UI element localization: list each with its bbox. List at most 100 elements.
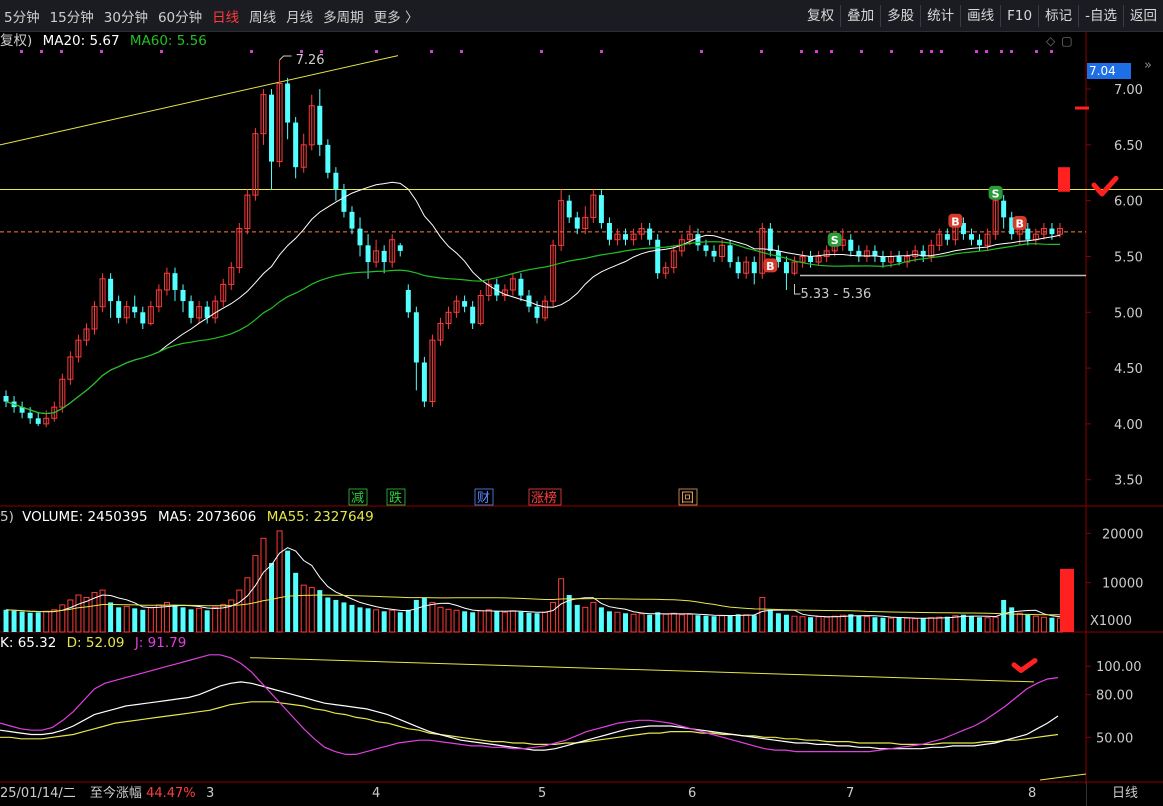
- vol-bar-85: [686, 613, 693, 633]
- event-marker-0: 减: [351, 491, 364, 506]
- x-label-0: 3: [206, 786, 215, 801]
- panel-corner-icons: ◇ ▢: [1046, 34, 1079, 48]
- top-marker-4: [160, 50, 163, 53]
- candle-body-28: [228, 267, 235, 285]
- toolbar-button-0[interactable]: 复权: [807, 8, 835, 24]
- top-marker-0: [20, 50, 23, 53]
- period-tab-5[interactable]: 周线: [249, 9, 277, 26]
- price-tick-0: 7.00: [1114, 83, 1143, 98]
- period-tab-1[interactable]: 15分钟: [49, 9, 94, 26]
- top-marker-19: [890, 50, 893, 53]
- vol-bar-107: [863, 616, 870, 633]
- signal-badge-3: [988, 185, 1003, 200]
- candle-body-35: [285, 83, 291, 123]
- vol-bar-42: [341, 602, 347, 632]
- candle-body-33: [269, 94, 275, 162]
- vol-bar-125: [1009, 607, 1015, 632]
- toolbar-button-4[interactable]: 画线: [960, 5, 1000, 27]
- candle-body-124: [1001, 200, 1007, 218]
- period-tab-4[interactable]: 日线: [212, 9, 240, 26]
- vol-tick-0: 20000: [1102, 527, 1143, 542]
- vol-bar-11: [91, 592, 98, 633]
- high-pointer: [279, 55, 292, 61]
- top-marker-5: [250, 50, 253, 53]
- period-tab-8[interactable]: 更多 〉: [373, 9, 419, 26]
- candle-body-30: [244, 194, 251, 230]
- period-footer-button[interactable]: 日线: [1086, 782, 1163, 806]
- vol-bar-52: [421, 597, 427, 632]
- ma60-line: [5, 241, 1060, 415]
- vol-bar-72: [582, 606, 589, 633]
- maximize-icon[interactable]: ▢: [1061, 34, 1073, 48]
- vol-bar-97: [783, 614, 789, 632]
- toolbar-button-2[interactable]: 多股: [880, 5, 920, 27]
- range-annotation: 5.33 - 5.36: [800, 287, 871, 302]
- vol-bar-82: [662, 613, 669, 633]
- vol-bar-83: [670, 612, 677, 633]
- kdj-trend-line-2: [1039, 773, 1087, 781]
- vol-bar-4: [35, 612, 41, 632]
- toolbar-button-1[interactable]: 叠加: [840, 5, 880, 27]
- vol-bar-15: [123, 605, 130, 633]
- vol-bar-86: [695, 615, 701, 632]
- top-marker-3: [100, 50, 103, 53]
- candle-body-46: [373, 250, 380, 263]
- price-tick-6: 4.00: [1114, 418, 1143, 433]
- candle-body-18: [147, 306, 154, 324]
- candle-body-55: [445, 311, 452, 324]
- vol-bar-1: [11, 610, 17, 632]
- candle-body-31: [252, 133, 259, 196]
- toolbar-button-7[interactable]: -自选: [1078, 5, 1123, 27]
- top-marker-8: [375, 50, 378, 53]
- toolbar-button-3[interactable]: 统计: [920, 5, 960, 27]
- candle-body-89: [719, 244, 726, 257]
- period-tab-3[interactable]: 60分钟: [157, 9, 203, 26]
- candle-body-54: [437, 322, 444, 341]
- vol-bar-87: [703, 615, 709, 632]
- vol-bar-75: [606, 611, 612, 632]
- vol-bar-129: [1040, 616, 1047, 633]
- trend-line: [0, 55, 399, 146]
- x-label-4: 7: [846, 786, 855, 801]
- candle-body-83: [670, 250, 677, 269]
- candle-body-67: [542, 300, 549, 319]
- candle-body-116: [936, 233, 943, 246]
- event-marker-box-4: [678, 488, 698, 506]
- candle-body-91: [735, 262, 741, 274]
- candle-body-23: [188, 301, 194, 318]
- vol-bar-108: [872, 617, 878, 632]
- vol-bar-30: [244, 577, 251, 633]
- collapse-icon[interactable]: »: [1144, 58, 1152, 73]
- candle-body-24: [196, 306, 203, 319]
- top-marker-15: [800, 50, 803, 53]
- period-tab-0[interactable]: 5分钟: [4, 9, 40, 26]
- candle-body-92: [743, 261, 750, 274]
- candle-body-42: [341, 189, 347, 212]
- vol-ma55-line: [5, 594, 1060, 616]
- candle-body-93: [751, 262, 757, 274]
- candle-body-21: [172, 273, 178, 290]
- toolbar-button-8[interactable]: 返回: [1123, 5, 1163, 27]
- vol-bar-22: [180, 607, 186, 632]
- candle-body-86: [695, 234, 701, 246]
- price-legend: 复权) MA20: 5.67 MA60: 5.56: [0, 32, 207, 50]
- vol-ma55-label: MA55: 2327649: [266, 509, 374, 525]
- vol-bar-38: [308, 587, 315, 633]
- vol-bar-23: [188, 609, 194, 632]
- period-tab-6[interactable]: 月线: [286, 9, 314, 26]
- price-mark-2: [1058, 167, 1070, 192]
- toolbar-button-5[interactable]: F10: [1000, 5, 1038, 27]
- change-label: 至今涨幅: [89, 786, 142, 801]
- toolbar-button-6[interactable]: 标记: [1038, 5, 1078, 27]
- vol-bar-91: [735, 614, 741, 632]
- kdj-k-label: K: 65.32: [0, 635, 57, 651]
- period-tab-2[interactable]: 30分钟: [103, 9, 148, 26]
- candle-body-130: [1049, 228, 1055, 235]
- vol-bar-31: [252, 555, 259, 633]
- kdj-tick-2: 50.00: [1096, 731, 1133, 746]
- stock-chart[interactable]: 7.00 6.50 6.00 5.50 5.00 4.50 4.00 3.50 7.26 5.33…: [0, 32, 1163, 784]
- current-price-tag: 7.04: [1087, 63, 1131, 79]
- diamond-icon[interactable]: ◇: [1046, 34, 1056, 48]
- period-tab-7[interactable]: 多周期: [323, 9, 364, 26]
- candle-body-73: [590, 194, 597, 218]
